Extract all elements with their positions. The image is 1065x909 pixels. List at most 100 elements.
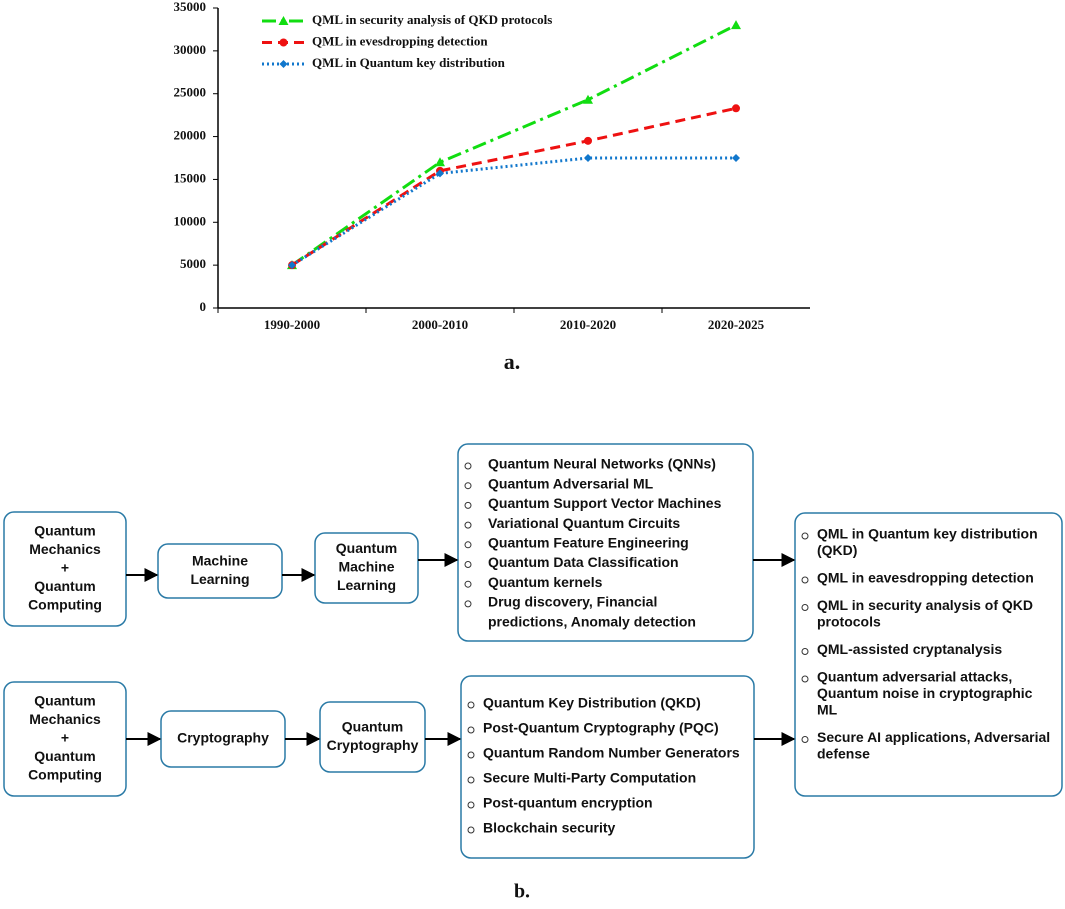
box-label: Computing: [28, 597, 102, 613]
box-label: Mechanics: [29, 711, 101, 727]
y-tick-label: 20000: [174, 128, 207, 143]
bullet: [801, 576, 809, 584]
list-item: Quantum Key Distribution (QKD): [483, 695, 701, 711]
marker: [278, 16, 289, 25]
box-label: Computing: [28, 767, 102, 783]
marker: [279, 60, 288, 68]
list-item: QML in eavesdropping detection: [817, 570, 1034, 586]
list-item: QML in security analysis of QKD: [817, 597, 1033, 613]
y-tick-label: 5000: [180, 256, 206, 271]
bullet: [801, 648, 809, 655]
caption-a: a.: [504, 349, 521, 374]
marker: [584, 136, 592, 145]
marker: [731, 20, 741, 30]
box-label: +: [61, 560, 69, 576]
list-item: QML-assisted cryptanalysis: [817, 641, 1002, 657]
series-line: [291, 106, 737, 267]
box: [3, 511, 127, 627]
marker: [732, 154, 740, 162]
box-label: +: [61, 730, 69, 746]
marker: [732, 104, 740, 113]
marker: [436, 169, 444, 178]
box-label: Cryptography: [327, 737, 419, 753]
legend-label: QML in evesdropping detection: [312, 33, 488, 48]
list-item: Quantum Data Classification: [488, 554, 679, 570]
y-tick-label: 35000: [174, 0, 207, 14]
bullet: [464, 501, 472, 509]
y-tick-label: 15000: [174, 170, 207, 185]
bullet: [464, 580, 472, 588]
list-item: ML: [817, 702, 838, 718]
list-item: Quantum Feature Engineering: [488, 535, 689, 551]
marker: [583, 94, 593, 104]
caption-b: b.: [514, 881, 530, 903]
x-tick-label: 2020-2025: [708, 317, 765, 332]
box-label: Cryptography: [177, 730, 269, 746]
bullet: [464, 541, 472, 549]
box-label: Quantum: [34, 748, 95, 764]
x-tick-label: 2000-2010: [412, 317, 468, 332]
box: [457, 443, 754, 642]
list-item: Post-Quantum Cryptography (PQC): [483, 720, 719, 736]
list-item: Quantum noise in cryptographic: [817, 685, 1033, 701]
bullet: [801, 675, 809, 683]
list-item: predictions, Anomaly detection: [488, 613, 696, 629]
bullet: [467, 826, 475, 834]
list-item: protocols: [817, 614, 881, 630]
list-item: Quantum adversarial attacks,: [817, 669, 1012, 685]
box-label: Quantum: [34, 693, 95, 709]
bullet: [464, 600, 472, 608]
series-line: [291, 23, 737, 267]
x-tick-label: 1990-2000: [264, 317, 320, 332]
bullet: [467, 701, 475, 709]
box-label: Quantum: [34, 523, 95, 539]
list-item: Variational Quantum Circuits: [488, 515, 680, 531]
legend-label: QML in Quantum key distribution: [312, 55, 506, 70]
marker: [584, 154, 592, 162]
y-tick-label: 25000: [174, 85, 207, 100]
list-item: Drug discovery, Financial: [488, 594, 657, 610]
bullet: [467, 776, 475, 784]
bullet: [801, 736, 809, 743]
box-label: Quantum: [342, 718, 403, 734]
list-item: Post-quantum encryption: [483, 795, 653, 811]
marker: [435, 157, 445, 167]
marker: [279, 38, 288, 47]
list-item: Secure AI applications, Adversarial: [817, 729, 1050, 745]
series-line: [291, 156, 736, 267]
list-item: Quantum Neural Networks (QNNs): [488, 456, 716, 472]
box: [794, 512, 1063, 797]
box-label: Quantum: [34, 578, 95, 594]
bullet: [464, 561, 472, 568]
y-tick-label: 30000: [174, 42, 207, 57]
bullet: [801, 604, 809, 611]
list-item: Quantum Random Number Generators: [483, 745, 740, 761]
box: [460, 675, 755, 859]
box-label: Machine: [192, 552, 248, 568]
list-item: (QKD): [817, 542, 857, 558]
list-item: QML in Quantum key distribution: [817, 526, 1038, 542]
bullet: [464, 462, 472, 470]
list-item: Quantum Adversarial ML: [488, 475, 654, 491]
y-tick-label: 10000: [174, 213, 207, 228]
bullet: [467, 751, 475, 759]
list-item: defense: [817, 746, 870, 762]
legend-label: QML in security analysis of QKD protocol…: [312, 12, 552, 27]
box-label: Mechanics: [29, 541, 101, 557]
box-label: Learning: [337, 577, 396, 593]
bullet: [464, 482, 472, 490]
y-tick-label: 0: [200, 299, 207, 314]
list-item: Secure Multi-Party Computation: [483, 770, 696, 786]
box-label: Machine: [338, 559, 394, 575]
list-item: Blockchain security: [483, 820, 615, 836]
box-label: Learning: [190, 571, 249, 587]
box-label: Quantum: [336, 540, 397, 556]
list-item: Quantum kernels: [488, 574, 603, 590]
bullet: [801, 532, 809, 540]
bullet: [467, 801, 475, 809]
marker: [288, 261, 296, 270]
x-tick-label: 2010-2020: [560, 317, 616, 332]
bullet: [467, 726, 475, 734]
bullet: [464, 521, 472, 529]
